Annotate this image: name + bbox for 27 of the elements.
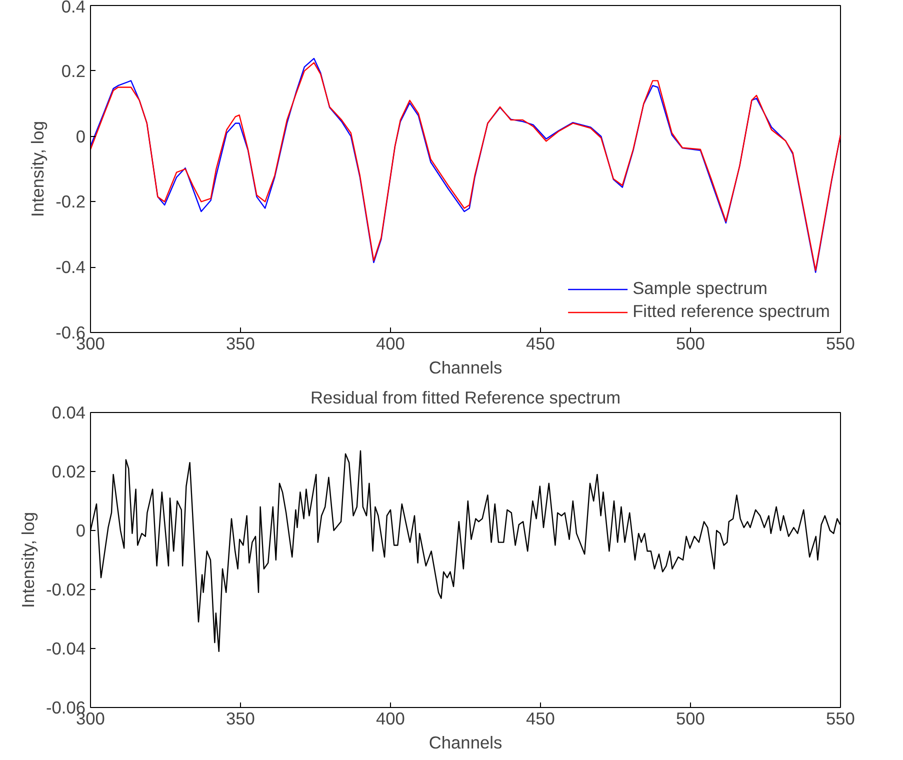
y-axis-title: Intensity, log: [18, 512, 38, 608]
y-tick-label: -0.02: [46, 580, 86, 600]
x-tick-label: 350: [226, 334, 255, 354]
x-tick-label: 500: [676, 708, 705, 728]
y-tick-label: 0.04: [52, 402, 86, 422]
y-tick-label: -0.2: [56, 192, 86, 212]
y-tick-label: -0.04: [46, 638, 86, 658]
y-axis-title: Intensity, log: [28, 121, 48, 217]
chart-title: Residual from fitted Reference spectrum: [310, 388, 621, 408]
y-tick-label: 0.4: [61, 0, 86, 16]
x-tick-label: 550: [826, 334, 855, 354]
x-axis-title: Channels: [428, 358, 502, 378]
y-tick-label: 0: [76, 126, 86, 146]
legend-label: Fitted reference spectrum: [632, 301, 830, 322]
x-tick-label: 400: [376, 334, 405, 354]
x-tick-label: 400: [376, 708, 405, 728]
y-tick-label: 0.02: [52, 462, 86, 482]
x-tick-label: 550: [826, 708, 855, 728]
y-tick-label: 0.2: [61, 60, 86, 81]
y-tick-label: 0: [76, 520, 86, 540]
y-tick-label: -0.4: [56, 257, 86, 278]
x-tick-label: 500: [676, 334, 705, 354]
legend-label: Sample spectrum: [632, 278, 768, 299]
x-tick-label: 350: [226, 708, 255, 728]
x-axis-title: Channels: [428, 732, 502, 752]
x-tick-label: 450: [526, 334, 555, 354]
x-tick-label: 450: [526, 708, 555, 728]
